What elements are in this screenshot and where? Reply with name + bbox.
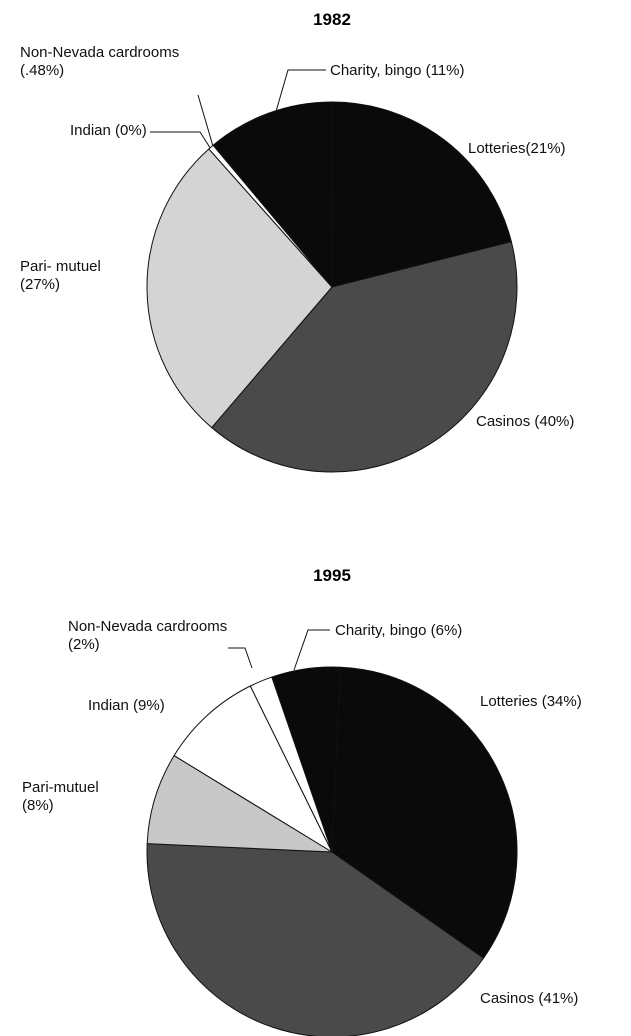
slice-label: Indian (0%) [70, 122, 147, 139]
pie-slice [211, 241, 518, 473]
pie-slice [146, 754, 333, 853]
leader-line [197, 94, 216, 154]
chart-title: 1995 [313, 566, 351, 585]
pie-slice [330, 101, 512, 288]
pie-slice [146, 843, 485, 1036]
slice-label: Indian (9%) [88, 697, 165, 714]
pie-slice [173, 685, 334, 854]
slice-label: Pari- mutuel (27%) [20, 258, 101, 293]
pie-slice [146, 148, 333, 429]
leader-line [274, 69, 326, 116]
slice-label: Casinos (41%) [480, 990, 579, 1007]
pie-slice [208, 144, 333, 288]
slice-label: Lotteries (34%) [480, 693, 582, 710]
slice-label: Casinos (40%) [476, 413, 575, 430]
slice-label: Non-Nevada cardrooms (2%) [68, 618, 228, 653]
slice-label: Charity, bingo (6%) [335, 622, 463, 639]
pie-slice [331, 666, 518, 959]
leader-line [228, 647, 253, 669]
leader-line [150, 131, 215, 155]
chart-title: 1982 [313, 10, 351, 29]
slice-label: Charity, bingo (11%) [330, 62, 465, 79]
leader-line [293, 629, 330, 671]
pie-slice [249, 676, 333, 853]
slice-label: Non-Nevada cardrooms (.48%) [20, 44, 180, 79]
slice-label: Lotteries(21%) [468, 140, 566, 157]
slice-label: Pari-mutuel (8%) [22, 779, 99, 814]
pie-slice [212, 101, 333, 289]
